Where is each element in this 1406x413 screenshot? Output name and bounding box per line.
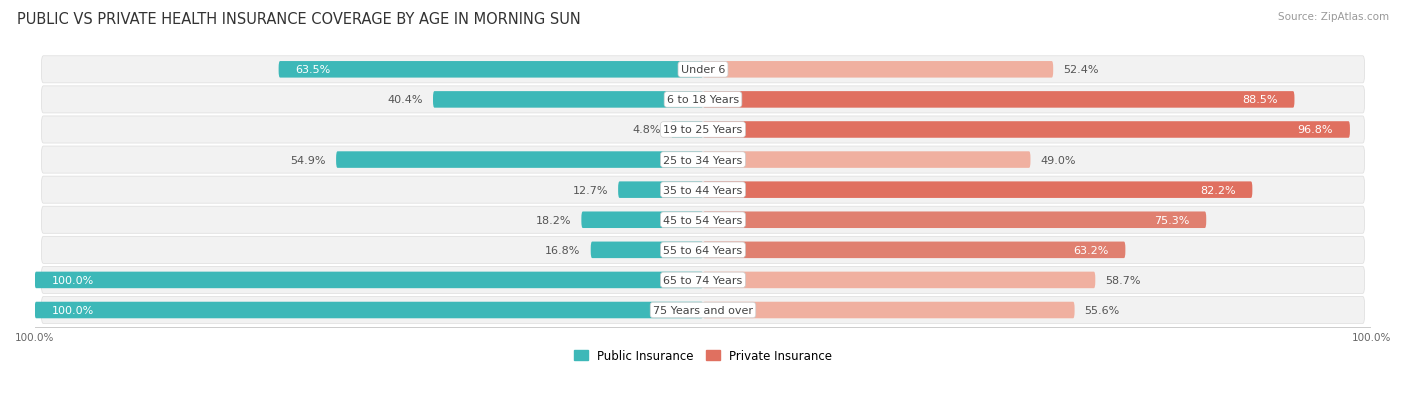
Legend: Public Insurance, Private Insurance: Public Insurance, Private Insurance	[569, 344, 837, 367]
Text: 100.0%: 100.0%	[52, 305, 94, 315]
FancyBboxPatch shape	[35, 272, 703, 289]
Text: 75.3%: 75.3%	[1154, 215, 1189, 225]
FancyBboxPatch shape	[433, 92, 703, 108]
Text: 4.8%: 4.8%	[633, 125, 661, 135]
FancyBboxPatch shape	[703, 152, 1031, 169]
FancyBboxPatch shape	[336, 152, 703, 169]
Text: 54.9%: 54.9%	[291, 155, 326, 165]
Text: 96.8%: 96.8%	[1298, 125, 1333, 135]
FancyBboxPatch shape	[41, 57, 1365, 84]
Text: 35 to 44 Years: 35 to 44 Years	[664, 185, 742, 195]
Text: 49.0%: 49.0%	[1040, 155, 1076, 165]
FancyBboxPatch shape	[581, 212, 703, 228]
FancyBboxPatch shape	[703, 212, 1206, 228]
Text: 58.7%: 58.7%	[1105, 275, 1140, 285]
Text: 82.2%: 82.2%	[1199, 185, 1236, 195]
FancyBboxPatch shape	[41, 87, 1365, 114]
Text: 55.6%: 55.6%	[1084, 305, 1119, 315]
FancyBboxPatch shape	[703, 302, 1074, 318]
FancyBboxPatch shape	[619, 182, 703, 199]
Text: 12.7%: 12.7%	[572, 185, 609, 195]
Text: 25 to 34 Years: 25 to 34 Years	[664, 155, 742, 165]
Text: 19 to 25 Years: 19 to 25 Years	[664, 125, 742, 135]
Text: 16.8%: 16.8%	[546, 245, 581, 255]
FancyBboxPatch shape	[41, 177, 1365, 204]
Text: 75 Years and over: 75 Years and over	[652, 305, 754, 315]
FancyBboxPatch shape	[41, 147, 1365, 174]
FancyBboxPatch shape	[703, 62, 1053, 78]
Text: 63.2%: 63.2%	[1073, 245, 1109, 255]
FancyBboxPatch shape	[703, 182, 1253, 199]
Text: 45 to 54 Years: 45 to 54 Years	[664, 215, 742, 225]
FancyBboxPatch shape	[41, 297, 1365, 324]
Text: 65 to 74 Years: 65 to 74 Years	[664, 275, 742, 285]
Text: Under 6: Under 6	[681, 65, 725, 75]
Text: 88.5%: 88.5%	[1243, 95, 1278, 105]
FancyBboxPatch shape	[278, 62, 703, 78]
Text: 55 to 64 Years: 55 to 64 Years	[664, 245, 742, 255]
FancyBboxPatch shape	[671, 122, 703, 138]
FancyBboxPatch shape	[41, 237, 1365, 264]
FancyBboxPatch shape	[703, 92, 1295, 108]
Text: 100.0%: 100.0%	[52, 275, 94, 285]
Text: 52.4%: 52.4%	[1063, 65, 1098, 75]
Text: Source: ZipAtlas.com: Source: ZipAtlas.com	[1278, 12, 1389, 22]
Text: 18.2%: 18.2%	[536, 215, 571, 225]
FancyBboxPatch shape	[35, 302, 703, 318]
Text: 40.4%: 40.4%	[388, 95, 423, 105]
Text: 63.5%: 63.5%	[295, 65, 330, 75]
Text: PUBLIC VS PRIVATE HEALTH INSURANCE COVERAGE BY AGE IN MORNING SUN: PUBLIC VS PRIVATE HEALTH INSURANCE COVER…	[17, 12, 581, 27]
FancyBboxPatch shape	[703, 122, 1350, 138]
FancyBboxPatch shape	[703, 242, 1125, 259]
FancyBboxPatch shape	[41, 206, 1365, 234]
FancyBboxPatch shape	[703, 272, 1095, 289]
FancyBboxPatch shape	[591, 242, 703, 259]
FancyBboxPatch shape	[41, 116, 1365, 144]
FancyBboxPatch shape	[41, 267, 1365, 294]
Text: 6 to 18 Years: 6 to 18 Years	[666, 95, 740, 105]
